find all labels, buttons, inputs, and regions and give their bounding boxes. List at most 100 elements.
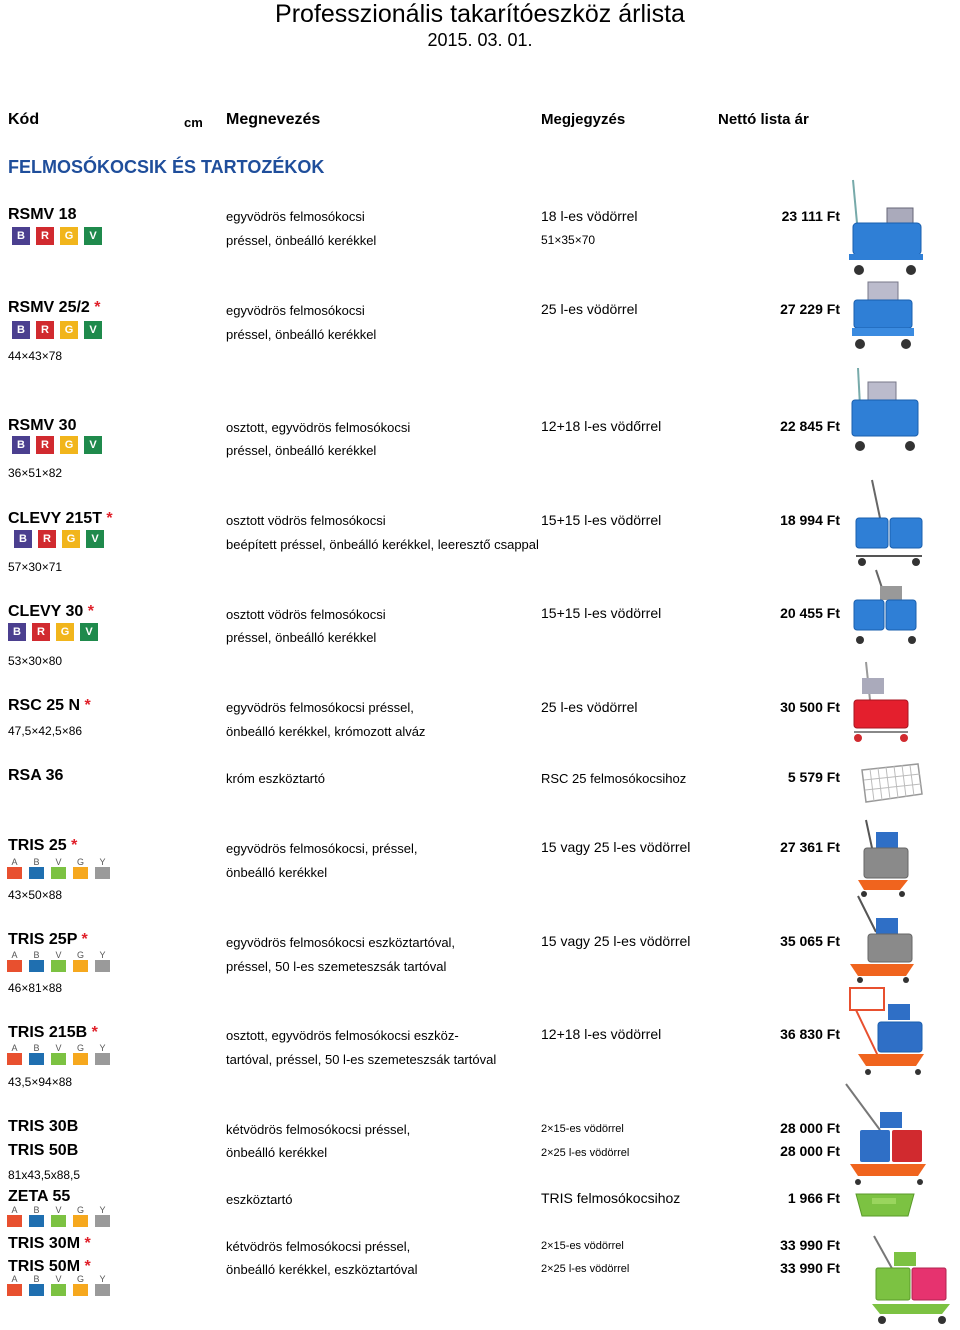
product-code: RSMV 18 <box>8 206 77 223</box>
product-description: préssel, önbeálló kerékkel <box>226 233 377 248</box>
color-badge: G <box>72 1206 89 1227</box>
product-image-grey-orange-trolley <box>850 895 914 983</box>
color-badge: G <box>60 436 78 454</box>
color-badge: V <box>84 321 102 339</box>
product-description: eszköztartó <box>226 1192 293 1207</box>
product-note: 25 l-es vödörrel <box>541 301 638 317</box>
color-badge: G <box>60 321 78 339</box>
product-description: kétvödrös felmosókocsi préssel, <box>226 1239 411 1254</box>
column-header-note: Megjegyzés <box>541 111 626 128</box>
product-dimensions: 44×43×78 <box>8 349 63 363</box>
product-price: 33 990 Ft <box>780 1237 840 1253</box>
product-price: 36 830 Ft <box>780 1026 840 1042</box>
color-badge: G <box>72 1044 89 1065</box>
color-badge: Y <box>94 1044 111 1065</box>
product-code: RSA 36 <box>8 767 64 784</box>
product-code: TRIS 30B <box>8 1118 79 1135</box>
color-badge: B <box>12 227 30 245</box>
product-image-blue-mop-trolley <box>849 179 923 275</box>
color-badge: V <box>80 623 98 641</box>
product-dimensions: 53×30×80 <box>8 654 63 668</box>
color-badge: G <box>60 227 78 245</box>
color-badge: B <box>28 1206 45 1227</box>
column-header-price: Nettó lista ár <box>718 111 809 128</box>
product-price: 35 065 Ft <box>780 933 840 949</box>
color-badge: V <box>84 436 102 454</box>
price-list-date: 2015. 03. 01. <box>427 30 533 50</box>
color-badge: G <box>56 623 74 641</box>
product-description: tartóval, préssel, 50 l-es szemeteszsák … <box>226 1052 497 1067</box>
column-header-name: Megnevezés <box>226 111 321 128</box>
product-price: 27 361 Ft <box>780 839 840 855</box>
product-note: 12+18 l-es vödörrel <box>541 1026 662 1042</box>
product-note: 12+18 l-es vödőrrel <box>541 418 662 434</box>
product-note: 18 l-es vödörrel <box>541 208 638 224</box>
color-badge: R <box>32 623 50 641</box>
color-badge: R <box>38 530 56 548</box>
product-description: önbeálló kerékkel, krómozott alváz <box>226 724 426 739</box>
product-note: 15 vagy 25 l-es vödörrel <box>541 839 691 855</box>
color-badge: A <box>6 858 23 879</box>
product-description: beépített préssel, önbeálló kerékkel, le… <box>226 537 539 552</box>
product-image-wire-basket <box>861 763 923 803</box>
color-badge: V <box>50 1206 67 1227</box>
color-badge: A <box>6 1206 23 1227</box>
product-description: préssel, önbeálló kerékkel <box>226 327 377 342</box>
product-description: egyvödrös felmosókocsi <box>226 209 365 224</box>
product-code: RSMV 25/2 * <box>8 299 101 316</box>
color-badge: B <box>12 321 30 339</box>
color-badge: G <box>72 858 89 879</box>
color-badge: Y <box>94 951 111 972</box>
product-description: önbeálló kerékkel <box>226 1145 328 1160</box>
product-image-green-tray <box>855 1193 915 1217</box>
product-code: TRIS 50M * <box>8 1258 91 1275</box>
product-price: 28 000 Ft <box>780 1120 840 1136</box>
product-code: RSC 25 N * <box>8 697 91 714</box>
color-badge: V <box>50 858 67 879</box>
product-dimensions: 43×50×88 <box>8 888 63 902</box>
product-dimensions: 51×35×70 <box>541 233 596 247</box>
product-code: TRIS 30M * <box>8 1235 91 1252</box>
product-price: 20 455 Ft <box>780 605 840 621</box>
product-code: RSMV 30 <box>8 417 77 434</box>
product-price: 22 845 Ft <box>780 418 840 434</box>
color-badge: B <box>14 530 32 548</box>
product-note: 2×15-es vödörrel <box>541 1240 624 1252</box>
page-title: Professzionális takarítóeszköz árlista <box>275 0 685 28</box>
section-heading: FELMOSÓKOCSIK ÉS TARTOZÉKOK <box>8 157 325 177</box>
color-badge: V <box>84 227 102 245</box>
product-price: 33 990 Ft <box>780 1260 840 1276</box>
product-note: 25 l-es vödörrel <box>541 699 638 715</box>
product-price: 23 111 Ft <box>781 208 840 224</box>
color-badge: B <box>28 1044 45 1065</box>
product-dimensions: 57×30×71 <box>8 560 63 574</box>
product-image-orange-blue-trolley <box>849 987 924 1075</box>
product-note: 15 vagy 25 l-es vödörrel <box>541 933 691 949</box>
product-description: önbeálló kerékkel, eszköztartóval <box>226 1262 418 1277</box>
product-note: TRIS felmosókocsihoz <box>541 1190 681 1206</box>
product-note: 2×15-es vödörrel <box>541 1123 624 1135</box>
column-header-cm: cm <box>184 115 203 130</box>
color-badge: A <box>6 1275 23 1296</box>
color-badge: B <box>8 623 26 641</box>
product-code: TRIS 50B <box>8 1142 79 1159</box>
product-price: 27 229 Ft <box>780 301 840 317</box>
color-badge: B <box>28 951 45 972</box>
color-badge: Y <box>94 1206 111 1227</box>
product-description: egyvödrös felmosókocsi eszköztartóval, <box>226 935 456 950</box>
color-badge: B <box>12 436 30 454</box>
product-price: 1 966 Ft <box>787 1190 840 1206</box>
product-image-grey-orange-trolley <box>858 819 909 897</box>
product-description: króm eszköztartó <box>226 771 325 786</box>
product-dimensions: 36×51×82 <box>8 466 63 480</box>
product-description: kétvödrös felmosókocsi préssel, <box>226 1122 411 1137</box>
product-image-blue-double-trolley <box>855 479 923 566</box>
color-badge: Y <box>94 1275 111 1296</box>
product-price: 5 579 Ft <box>787 769 840 785</box>
